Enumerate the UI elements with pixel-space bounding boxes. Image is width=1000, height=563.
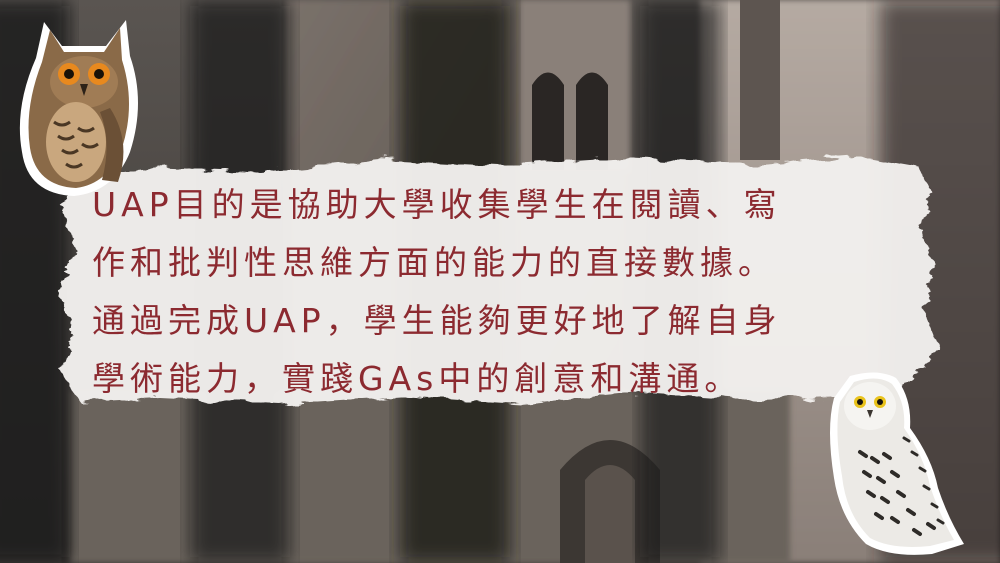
caption-line-1: UAP目的是協助大學收集學生在閱讀、寫 xyxy=(92,185,782,224)
caption-line-2: 作和批判性思維方面的能力的直接數據。 xyxy=(92,243,776,282)
eagle-owl-icon xyxy=(19,20,138,196)
snowy-owl-icon xyxy=(830,372,964,555)
caption-line-3: 通過完成UAP，學生能夠更好地了解自身 xyxy=(92,301,782,340)
caption-text: UAP目的是協助大學收集學生在閱讀、寫 作和批判性思維方面的能力的直接數據。 通… xyxy=(92,176,892,408)
caption-line-4: 學術能力，實踐GAs中的創意和溝通。 xyxy=(92,359,743,398)
